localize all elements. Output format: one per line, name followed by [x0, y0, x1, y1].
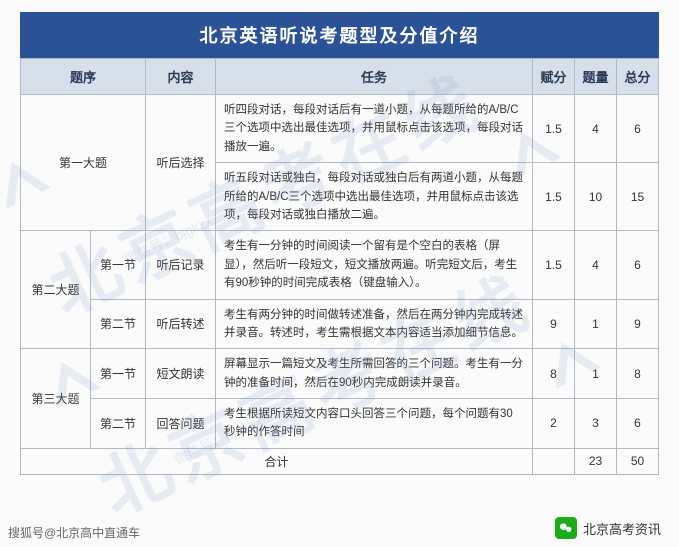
header-score: 赋分: [533, 59, 575, 95]
table-row: 第三大题 第一节 短文朗读 屏幕显示一篇短文及考生所需回答的三个问题。考生有一分…: [21, 349, 659, 399]
task-cell: 屏幕显示一篇短文及考生所需回答的三个问题。考生有一分钟的准备时间，然后在90秒内…: [216, 349, 533, 399]
section-label: 第二大题: [21, 231, 91, 349]
score-cell: 8: [533, 349, 575, 399]
page-title: 北京英语听说考题型及分值介绍: [20, 12, 659, 58]
score-cell: 1.5: [533, 163, 575, 231]
qty-cell: 3: [575, 399, 617, 449]
score-cell: 9: [533, 299, 575, 349]
sum-qty: 23: [575, 448, 617, 474]
header-content: 内容: [146, 59, 216, 95]
table-header-row: 题序 内容 任务 赋分 题量 总分: [21, 59, 659, 95]
content-cell: 听后记录: [146, 231, 216, 299]
table-row: 第二大题 第一节 听后记录 考生有一分钟的时间阅读一个留有是个空白的表格（屏显）…: [21, 231, 659, 299]
wechat-icon: [555, 517, 577, 539]
header-seq: 题序: [21, 59, 146, 95]
subsection-label: 第一节: [91, 231, 146, 299]
header-qty: 题量: [575, 59, 617, 95]
qty-cell: 1: [575, 349, 617, 399]
score-cell: 1.5: [533, 231, 575, 299]
table-sum-row: 合计 23 50: [21, 448, 659, 474]
score-cell: 1.5: [533, 95, 575, 163]
content-cell: 听后选择: [146, 95, 216, 231]
task-cell: 考生根据所读短文内容口头回答三个问题，每个问题有30秒钟的作答时间: [216, 399, 533, 449]
table-row: 第一大题 听后选择 听四段对话，每段对话后有一道小题，从每题所给的A/B/C三个…: [21, 95, 659, 163]
qty-cell: 4: [575, 231, 617, 299]
sum-total: 50: [617, 448, 659, 474]
score-cell: 2: [533, 399, 575, 449]
content-cell: 回答问题: [146, 399, 216, 449]
total-cell: 6: [617, 231, 659, 299]
subsection-label: 第二节: [91, 299, 146, 349]
qty-cell: 10: [575, 163, 617, 231]
total-cell: 8: [617, 349, 659, 399]
task-cell: 考生有一分钟的时间阅读一个留有是个空白的表格（屏显），然后听一段短文，短文播放两…: [216, 231, 533, 299]
header-task: 任务: [216, 59, 533, 95]
total-cell: 9: [617, 299, 659, 349]
task-cell: 听四段对话，每段对话后有一道小题，从每题所给的A/B/C三个选项中选出最佳选项，…: [216, 95, 533, 163]
exam-table: 题序 内容 任务 赋分 题量 总分 第一大题 听后选择 听四段对话，每段对话后有…: [20, 58, 659, 475]
total-cell: 6: [617, 95, 659, 163]
header-total: 总分: [617, 59, 659, 95]
subsection-label: 第二节: [91, 399, 146, 449]
total-cell: 6: [617, 399, 659, 449]
footer-wechat: 北京高考资讯: [555, 517, 661, 539]
total-cell: 15: [617, 163, 659, 231]
sum-score: [533, 448, 575, 474]
footer-wechat-label: 北京高考资讯: [583, 519, 661, 538]
task-cell: 考生有两分钟的时间做转述准备，然后在两分钟内完成转述并录音。转述时，考生需根据文…: [216, 299, 533, 349]
table-row: 第二节 听后转述 考生有两分钟的时间做转述准备，然后在两分钟内完成转述并录音。转…: [21, 299, 659, 349]
section-label: 第三大题: [21, 349, 91, 449]
content-cell: 听后转述: [146, 299, 216, 349]
table-row: 第二节 回答问题 考生根据所读短文内容口头回答三个问题，每个问题有30秒钟的作答…: [21, 399, 659, 449]
task-cell: 听五段对话或独白，每段对话或独白后有两道小题，从每题所给的A/B/C三个选项中选…: [216, 163, 533, 231]
qty-cell: 1: [575, 299, 617, 349]
qty-cell: 4: [575, 95, 617, 163]
sum-label: 合计: [21, 448, 533, 474]
section-label: 第一大题: [21, 95, 146, 231]
footer-source: 搜狐号@北京高中直通车: [8, 524, 140, 541]
content-cell: 短文朗读: [146, 349, 216, 399]
subsection-label: 第一节: [91, 349, 146, 399]
